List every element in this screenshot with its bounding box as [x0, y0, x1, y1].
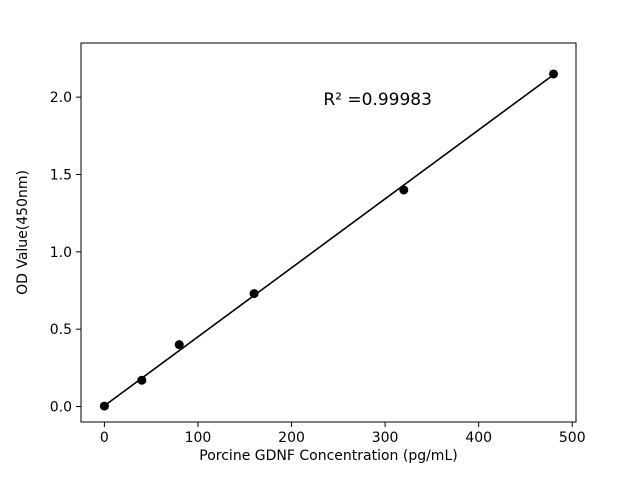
- x-tick-label: 400: [465, 430, 492, 446]
- y-tick-label: 2.0: [50, 90, 72, 106]
- x-tick-label: 0: [100, 430, 109, 446]
- data-point-marker: [399, 185, 409, 195]
- x-tick-label: 200: [278, 430, 305, 446]
- plot-border: [80, 42, 577, 423]
- y-tick-label: 0.5: [50, 322, 72, 338]
- fit-line: [103, 74, 555, 407]
- regression-line: [103, 74, 555, 407]
- data-point-marker: [137, 375, 147, 385]
- data-point-marker: [249, 289, 259, 299]
- data-point-marker: [174, 340, 184, 350]
- x-tick-label: 300: [372, 430, 399, 446]
- y-axis-label: OD Value(450nm): [15, 170, 31, 295]
- x-tick-label: 500: [559, 430, 586, 446]
- y-tick-label: 1.5: [50, 167, 72, 183]
- y-tick-label: 0.0: [50, 400, 72, 416]
- data-point-marker: [549, 69, 559, 79]
- x-axis-ticks: 0 100 200 300 400 500: [100, 422, 586, 446]
- data-point-marker: [99, 401, 109, 411]
- y-axis-ticks: 0.0 0.5 1.0 1.5 2.0: [50, 90, 81, 416]
- x-axis-label: Porcine GDNF Concentration (pg/mL): [199, 448, 457, 464]
- x-tick-label: 100: [185, 430, 212, 446]
- data-points: [99, 69, 559, 411]
- y-tick-label: 1.0: [50, 245, 72, 261]
- r-squared-annotation: R² =0.99983: [323, 90, 432, 110]
